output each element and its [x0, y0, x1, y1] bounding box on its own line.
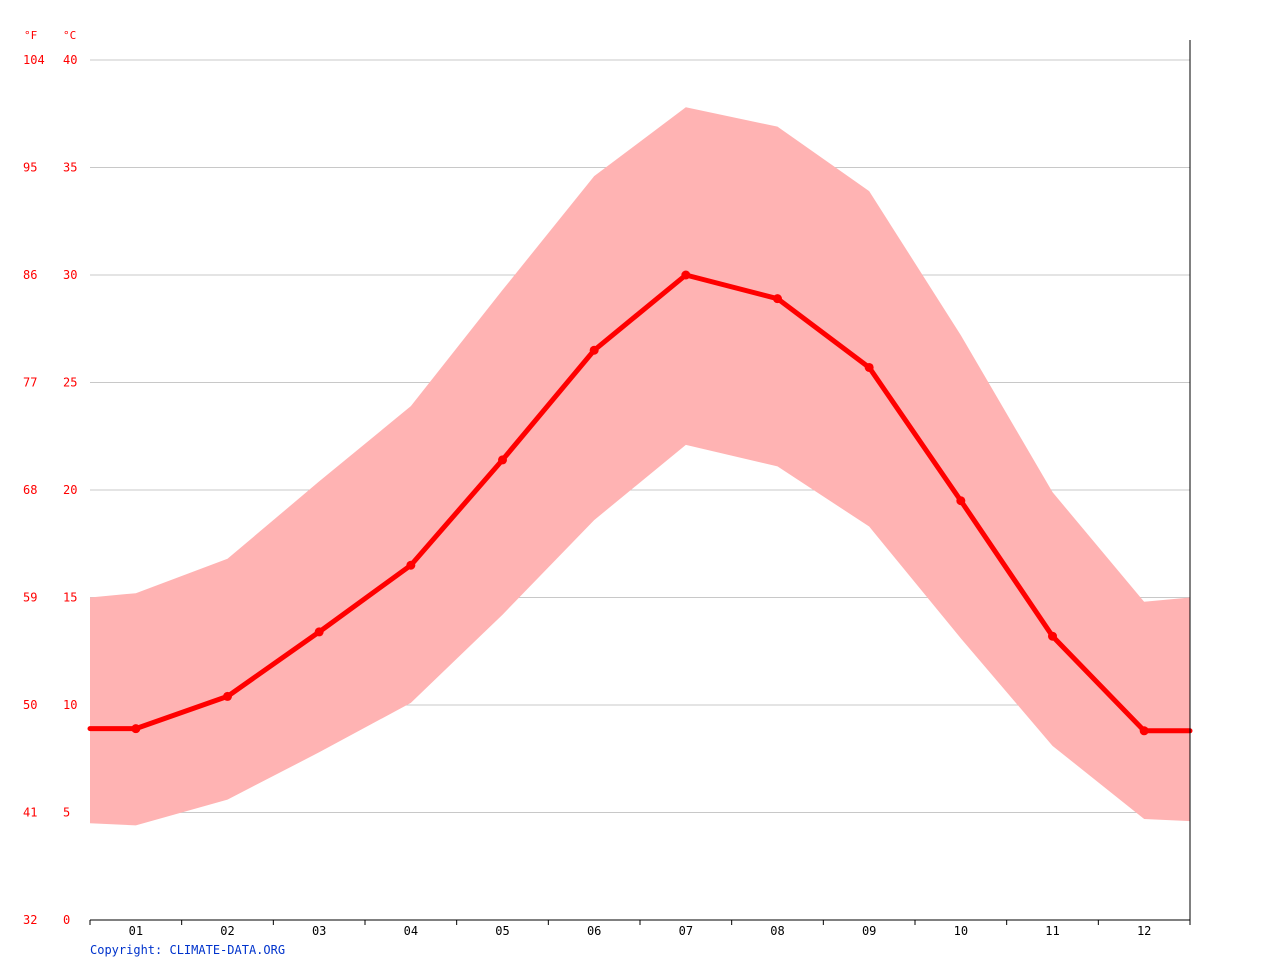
fahrenheit-tick-label: 68	[23, 483, 37, 497]
x-tick-label: 05	[495, 924, 509, 938]
data-point	[773, 294, 782, 304]
fahrenheit-tick-label: 32	[23, 913, 37, 927]
celsius-tick-label: 5	[63, 806, 70, 820]
y-axis-labels: °F °C 0 32 5 41 10 50 15 59 20 68 25 77 30 86 35 95 40 10…	[23, 29, 77, 927]
celsius-tick-label: 30	[63, 268, 77, 282]
axes	[89, 40, 1191, 925]
x-tick-label: 04	[404, 924, 418, 938]
data-point	[864, 362, 874, 372]
fahrenheit-tick-label: 50	[23, 698, 37, 712]
data-point	[589, 345, 599, 355]
x-tick-label: 06	[587, 924, 601, 938]
celsius-unit-label: °C	[63, 29, 76, 42]
series-line	[87, 272, 1193, 734]
data-point	[956, 496, 966, 506]
data-point	[406, 560, 416, 570]
x-tick-label: 09	[862, 924, 876, 938]
celsius-tick-label: 40	[63, 53, 77, 67]
x-tick-label: 02	[220, 924, 234, 938]
celsius-tick-label: 20	[63, 483, 77, 497]
x-tick-label: 08	[770, 924, 784, 938]
fahrenheit-tick-label: 104	[23, 53, 45, 67]
data-point	[131, 724, 141, 734]
average-temperature-line	[87, 270, 1193, 736]
fahrenheit-tick-label: 59	[23, 591, 37, 605]
fahrenheit-tick-label: 86	[23, 268, 37, 282]
data-point	[314, 627, 324, 637]
range-band	[90, 107, 1190, 826]
data-point	[223, 691, 232, 701]
data-point	[681, 270, 691, 280]
celsius-tick-label: 0	[63, 913, 70, 927]
fahrenheit-tick-label: 77	[23, 376, 37, 390]
x-tick-label: 10	[954, 924, 968, 938]
fahrenheit-unit-label: °F	[24, 29, 37, 42]
celsius-tick-label: 15	[63, 591, 77, 605]
fahrenheit-tick-label: 95	[23, 161, 37, 175]
x-tick-label: 12	[1137, 924, 1151, 938]
celsius-tick-label: 35	[63, 161, 77, 175]
copyright-text: Copyright: CLIMATE-DATA.ORG	[90, 943, 285, 957]
x-tick-label: 11	[1045, 924, 1059, 938]
temperature-range-band	[90, 107, 1190, 826]
celsius-tick-label: 10	[63, 698, 77, 712]
x-tick-label: 07	[679, 924, 693, 938]
data-point	[498, 455, 507, 465]
data-point	[1139, 726, 1149, 736]
x-tick-label: 01	[129, 924, 143, 938]
x-axis-labels: 01 02 03 04 05 06 07 08 09 10 11 12	[129, 924, 1152, 938]
fahrenheit-tick-label: 41	[23, 806, 37, 820]
data-point	[1048, 631, 1057, 641]
x-tick-label: 03	[312, 924, 326, 938]
celsius-tick-label: 25	[63, 376, 77, 390]
